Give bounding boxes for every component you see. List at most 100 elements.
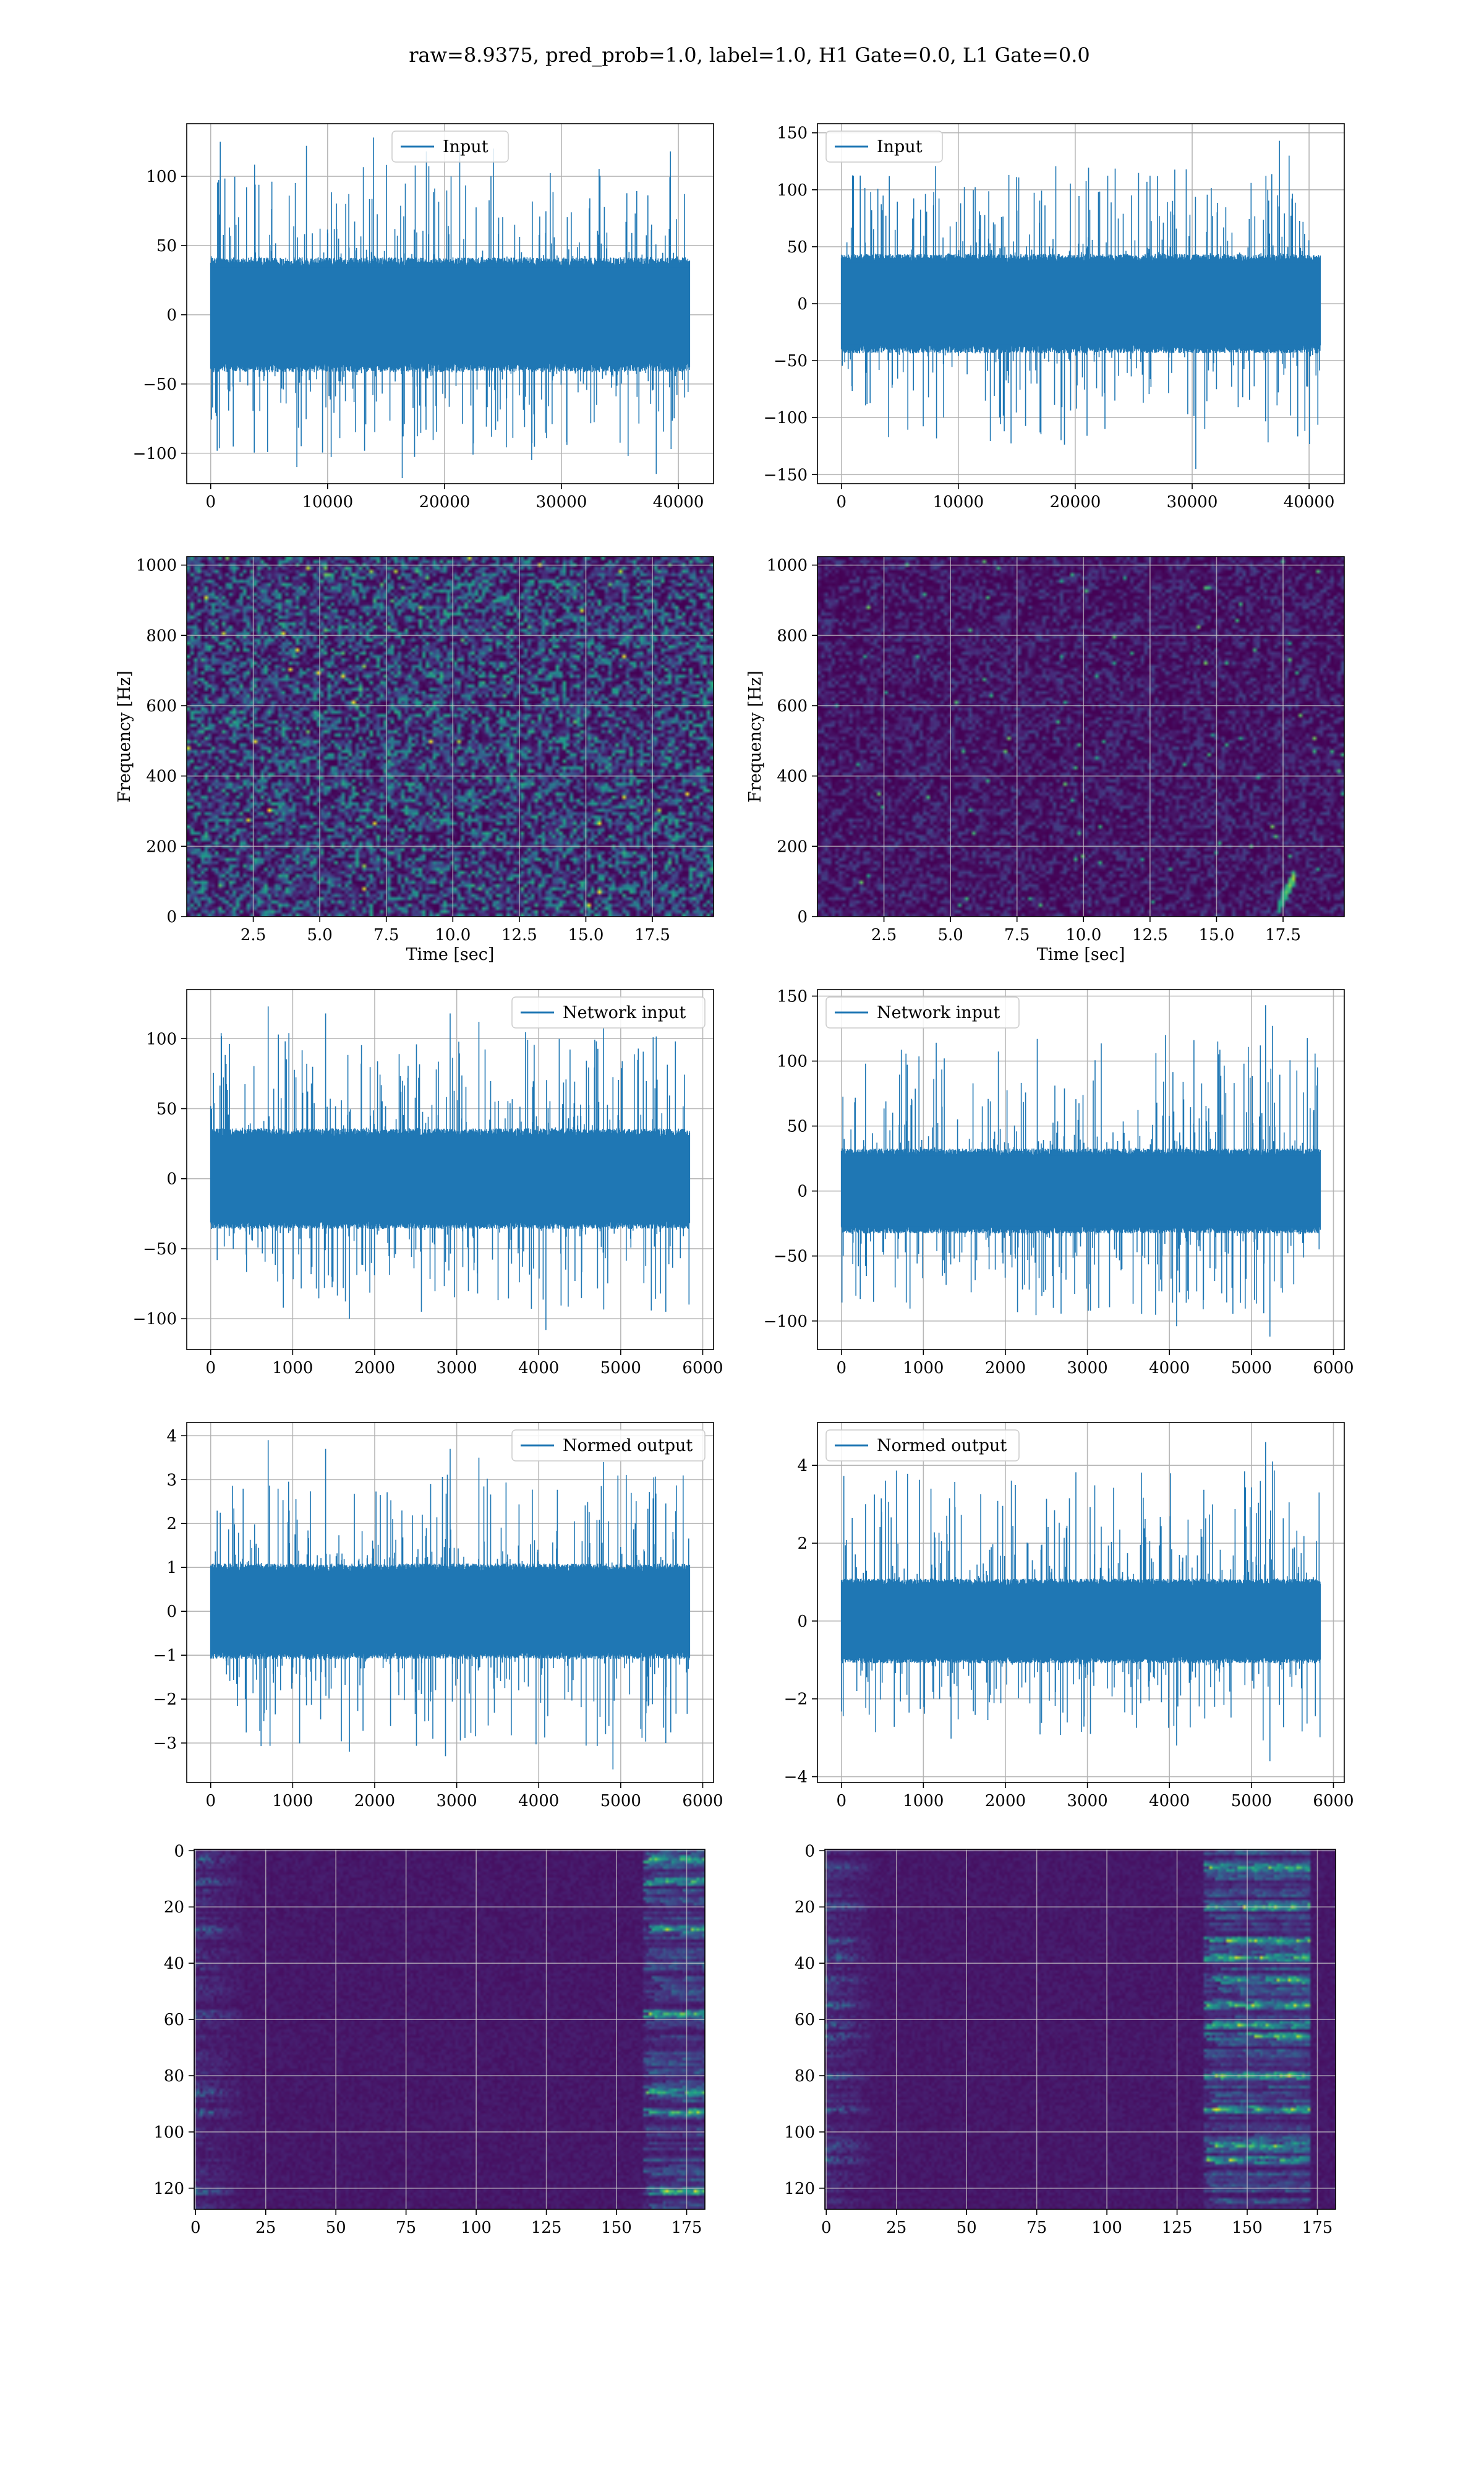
y-tick-label: 1000: [136, 557, 177, 575]
plot-area: [817, 1423, 1344, 1783]
series-dense-band: [842, 1155, 1320, 1226]
y-tick-label: 0: [166, 1170, 177, 1189]
series-dense-band: [211, 1572, 689, 1651]
axes-frame: [186, 1422, 714, 1783]
x-tick-label: 125: [531, 2219, 562, 2237]
x-tick-label: 100: [461, 2219, 492, 2237]
y-tick-label: −100: [133, 1310, 177, 1329]
y-tick-label: −100: [764, 409, 808, 427]
figure-suptitle: raw=8.9375, pred_prob=1.0, label=1.0, H1…: [409, 43, 1090, 67]
y-axis-label: Frequency [Hz]: [115, 670, 134, 802]
x-tick-label: 150: [1232, 2219, 1263, 2237]
plot-area: [187, 124, 714, 484]
plot-area: [187, 557, 714, 917]
x-tick-label: 75: [1026, 2219, 1047, 2237]
x-tick-label: 1000: [903, 1792, 944, 1810]
axes-r1c1: 2.5 5.0 7.5 10.0 12.5 15.0 17.5 0 200 400 600 800 10…: [746, 556, 1345, 964]
x-tick-label: 40000: [653, 493, 704, 511]
y-tick-label: −2: [153, 1690, 177, 1709]
legend: Input: [391, 131, 509, 163]
y-tick-label: 50: [156, 1100, 177, 1118]
y-tick-label: 400: [146, 768, 177, 786]
x-tick-label: 175: [1302, 2219, 1333, 2237]
x-tick-label: 1000: [903, 1359, 944, 1377]
x-tick-label: 17.5: [1265, 926, 1301, 944]
x-tick-label: 5.0: [937, 926, 963, 944]
y-tick-label: 2: [797, 1534, 808, 1553]
heatmap-image: [817, 557, 1344, 917]
y-tick-label: 0: [166, 1603, 177, 1621]
y-tick-label: 100: [153, 2123, 184, 2142]
x-tick-label: 15.0: [568, 926, 604, 944]
y-tick-label: 80: [164, 2067, 184, 2086]
axes-r0c1: 0 10000 20000 30000 40000 −150 −100 −50 0 50 100 15…: [764, 123, 1345, 511]
x-tick-label: 5000: [600, 1792, 641, 1810]
x-tick-label: 12.5: [501, 926, 537, 944]
y-tick-label: 4: [166, 1427, 177, 1445]
y-tick-label: −50: [143, 375, 177, 394]
x-tick-label: 0: [821, 2219, 832, 2237]
y-tick-label: 60: [164, 2011, 184, 2029]
plot-area: [825, 1849, 1336, 2209]
y-tick-label: −50: [143, 1240, 177, 1259]
x-tick-label: 1000: [272, 1792, 313, 1810]
axes-r4c1: 0 25 50 75 100 125 150 175 0 20 40 60 80 100 120: [784, 1842, 1336, 2237]
y-tick-label: 20: [795, 1898, 815, 1917]
x-tick-label: 2.5: [241, 926, 266, 944]
series-dense-band: [211, 1137, 689, 1220]
legend: Input: [825, 131, 943, 163]
legend: Network input: [825, 996, 1020, 1029]
y-tick-label: 120: [153, 2180, 184, 2198]
x-tick-label: 3000: [1067, 1792, 1108, 1810]
y-axis-label: Frequency [Hz]: [746, 670, 765, 802]
y-tick-label: 4: [797, 1457, 808, 1475]
x-tick-label: 0: [190, 2219, 201, 2237]
plot-area: [817, 990, 1344, 1350]
x-tick-label: 75: [396, 2219, 416, 2237]
x-tick-label: 3000: [1067, 1359, 1108, 1377]
heatmap-image: [194, 1849, 705, 2209]
plot-area: [817, 557, 1344, 917]
legend-box: [825, 996, 1020, 1029]
legend-label: Network input: [877, 1003, 1000, 1022]
x-tick-label: 100: [1091, 2219, 1122, 2237]
legend-box: [391, 131, 509, 163]
y-tick-label: 1000: [767, 557, 808, 575]
y-tick-label: −4: [784, 1768, 808, 1787]
legend-label: Input: [877, 137, 923, 156]
y-tick-label: 2: [166, 1515, 177, 1533]
x-tick-label: 10000: [302, 493, 353, 511]
y-tick-label: 0: [797, 908, 808, 927]
plot-area: [194, 1849, 705, 2209]
x-tick-label: 0: [836, 493, 846, 511]
x-tick-label: 0: [836, 1792, 846, 1810]
y-tick-label: 600: [777, 697, 808, 716]
x-tick-label: 7.5: [373, 926, 399, 944]
y-tick-label: 50: [156, 237, 177, 255]
plot-area: [187, 990, 714, 1350]
y-tick-label: 400: [777, 768, 808, 786]
y-tick-label: 0: [797, 1183, 808, 1201]
x-tick-label: 1000: [272, 1359, 313, 1377]
x-tick-label: 15.0: [1199, 926, 1235, 944]
y-tick-label: −3: [153, 1734, 177, 1753]
x-tick-label: 6000: [1313, 1359, 1354, 1377]
x-tick-label: 20000: [1050, 493, 1101, 511]
series-dense-band: [842, 1586, 1320, 1656]
x-tick-label: 40000: [1284, 493, 1335, 511]
axes-frame: [824, 1849, 1336, 2210]
x-tick-label: 2000: [354, 1359, 395, 1377]
axes-r2c1: 0 1000 2000 3000 4000 5000 6000 −100 −50 0 50 100 15…: [764, 988, 1354, 1377]
y-tick-label: 150: [777, 988, 808, 1006]
x-tick-label: 175: [672, 2219, 702, 2237]
x-tick-label: 5000: [1231, 1359, 1272, 1377]
axes-frame: [817, 989, 1345, 1350]
axes-r1c0: 2.5 5.0 7.5 10.0 12.5 15.0 17.5 0 200 400 600 800 10…: [115, 556, 714, 964]
y-tick-label: 200: [146, 837, 177, 856]
x-tick-label: 7.5: [1004, 926, 1030, 944]
y-tick-label: 0: [166, 306, 177, 325]
y-tick-label: 50: [787, 238, 808, 257]
y-tick-label: 800: [777, 627, 808, 645]
legend-label: Network input: [563, 1003, 686, 1022]
legend: Network input: [511, 996, 706, 1029]
